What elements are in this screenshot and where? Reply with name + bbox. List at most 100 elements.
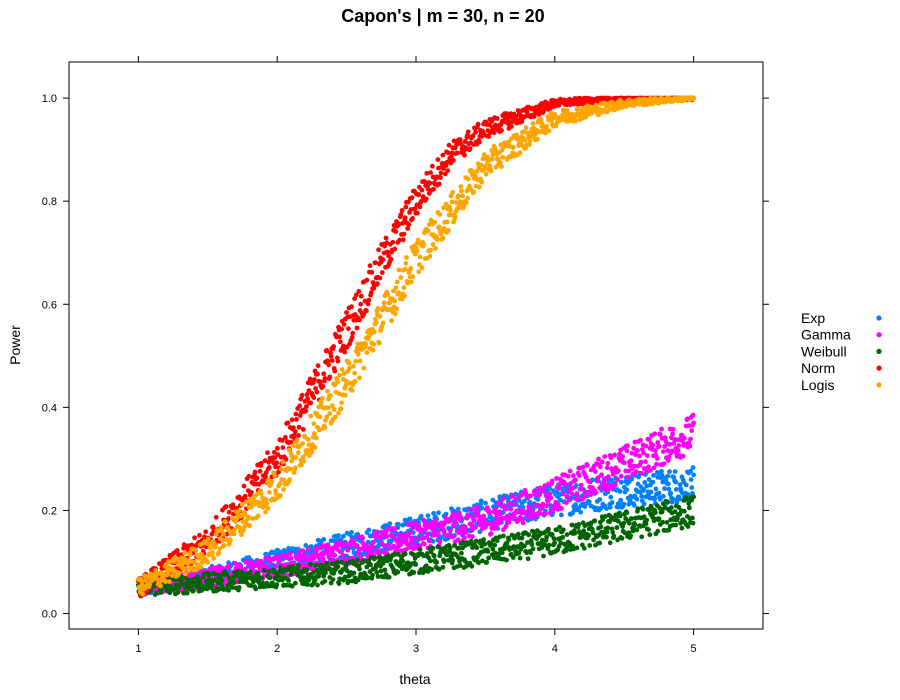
- data-point: [691, 95, 696, 101]
- data-point: [375, 306, 381, 311]
- data-point: [597, 540, 603, 546]
- data-point: [328, 354, 334, 359]
- data-point: [507, 501, 512, 506]
- data-point: [258, 558, 264, 564]
- data-point: [500, 496, 506, 502]
- data-point: [535, 136, 540, 142]
- data-point: [573, 477, 578, 483]
- data-point: [318, 562, 323, 568]
- data-point: [186, 560, 191, 566]
- data-point: [615, 518, 621, 524]
- data-point: [254, 491, 260, 497]
- data-point: [301, 552, 307, 558]
- data-point: [421, 541, 427, 547]
- data-point: [470, 534, 475, 540]
- data-point: [322, 425, 328, 431]
- data-point: [402, 551, 408, 557]
- data-point: [450, 557, 456, 563]
- data-point: [287, 466, 293, 472]
- data-point: [306, 388, 312, 393]
- data-point: [490, 497, 496, 503]
- data-point: [258, 491, 264, 497]
- data-point: [236, 585, 242, 590]
- data-point: [544, 503, 549, 509]
- data-point: [344, 310, 349, 315]
- data-point: [213, 543, 219, 549]
- data-point: [564, 108, 570, 113]
- data-point: [610, 471, 616, 477]
- data-point: [459, 550, 464, 556]
- data-point: [681, 508, 687, 514]
- data-point: [273, 488, 278, 493]
- data-point: [517, 555, 523, 561]
- data-point: [342, 392, 348, 398]
- data-point: [272, 455, 278, 460]
- data-point: [656, 443, 662, 449]
- data-point: [308, 400, 314, 406]
- data-point: [604, 529, 610, 535]
- data-point: [299, 392, 305, 398]
- data-point: [271, 449, 277, 455]
- data-point: [578, 509, 583, 515]
- data-point: [441, 205, 446, 211]
- data-point: [231, 531, 237, 537]
- data-point: [354, 292, 359, 298]
- data-point: [543, 542, 548, 548]
- data-point: [634, 496, 640, 502]
- data-point: [459, 515, 464, 521]
- data-point: [351, 550, 357, 555]
- data-point: [564, 532, 570, 537]
- data-point: [456, 545, 462, 551]
- data-point: [410, 274, 415, 280]
- data-point: [650, 442, 656, 448]
- data-point: [368, 331, 373, 336]
- data-point: [655, 528, 661, 534]
- data-point: [334, 560, 340, 565]
- data-point: [220, 537, 225, 543]
- data-point: [689, 428, 695, 433]
- data-point: [375, 574, 381, 579]
- data-point: [324, 560, 330, 566]
- data-point: [349, 304, 354, 310]
- data-point: [396, 267, 402, 273]
- data-point: [349, 530, 354, 535]
- data-point: [632, 522, 638, 527]
- data-point: [294, 417, 299, 422]
- data-point: [206, 572, 212, 578]
- data-point: [402, 266, 408, 272]
- data-point: [526, 532, 532, 538]
- legend-marker-norm: [876, 365, 882, 371]
- data-point: [163, 579, 169, 584]
- data-point: [659, 468, 664, 474]
- data-point: [395, 569, 401, 575]
- data-point: [599, 472, 604, 478]
- data-point: [617, 489, 623, 494]
- data-point: [312, 431, 317, 436]
- data-point: [594, 103, 599, 108]
- data-point: [370, 539, 376, 545]
- data-point: [468, 526, 474, 532]
- data-point: [163, 563, 169, 568]
- data-point: [574, 491, 580, 496]
- data-point: [308, 562, 314, 567]
- data-point: [629, 516, 635, 521]
- data-point: [475, 121, 481, 127]
- data-point: [237, 525, 243, 530]
- data-point: [410, 524, 416, 530]
- data-point: [480, 558, 485, 564]
- data-point: [476, 139, 482, 145]
- data-point: [377, 313, 383, 319]
- data-point: [274, 582, 280, 587]
- data-point: [471, 189, 477, 195]
- data-point: [581, 528, 587, 534]
- data-point: [522, 543, 527, 549]
- data-point: [400, 237, 406, 243]
- data-point: [497, 534, 503, 540]
- data-point: [288, 555, 294, 561]
- data-point: [520, 520, 526, 526]
- data-point: [378, 568, 384, 574]
- data-point: [373, 260, 378, 265]
- chart-title: Capon's | m = 30, n = 20: [341, 6, 544, 26]
- data-point: [606, 474, 611, 480]
